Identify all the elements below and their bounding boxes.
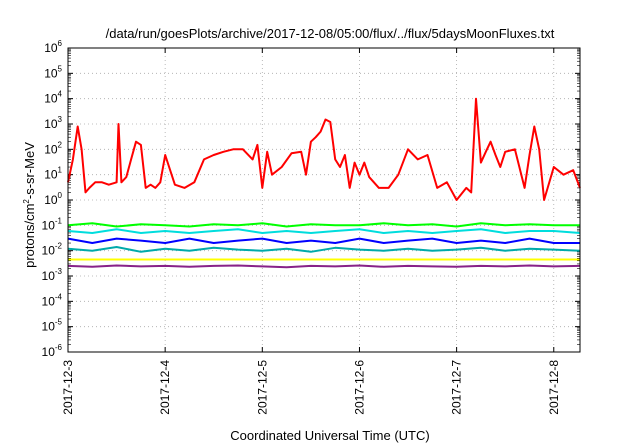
x-tick-label: 2017-12-8 [547,360,561,415]
plot-frame [67,47,581,353]
series-line-0 [67,97,581,201]
series-line-4 [67,246,581,253]
x-tick-label: 2017-12-3 [61,360,75,415]
series-line-2 [67,228,581,234]
series-line-6 [67,264,581,269]
x-tick-label: 2017-12-6 [352,360,366,415]
series-line-1 [67,222,580,228]
y-tick-label: 10-1 [42,216,63,232]
y-tick-label: 104 [44,90,62,106]
y-tick-label: 100 [44,191,62,207]
series-line-3 [67,237,580,244]
x-tick-label: 2017-12-5 [255,360,269,415]
y-tick-label: 106 [44,39,62,55]
y-tick-label: 101 [44,166,62,182]
x-axis-label: Coordinated Universal Time (UTC) [230,428,429,443]
y-tick-label: 102 [44,140,62,156]
y-tick-label: 10-3 [42,267,63,283]
x-tick-labels: 2017-12-3 2017-12-4 2017-12-5 2017-12-6 2017… [61,360,561,415]
y-tick-label: 10-5 [42,318,63,334]
series-group [67,97,581,269]
x-tick-label: 2017-12-7 [450,360,464,415]
y-tick-label: 103 [44,115,62,131]
y-axis-label: protons/cm2-s-sr-MeV [22,142,37,268]
y-tick-label: 105 [44,64,62,80]
grid [67,47,580,353]
y-tick-labels: 10-6 10-5 10-4 10-3 10-2 10-1 100 101 102 103 104 1… [42,39,63,359]
y-tick-label: 10-4 [42,292,63,308]
y-tick-label: 10-6 [42,343,63,359]
chart-title: /data/run/goesPlots/archive/2017-12-08/0… [106,26,555,41]
x-tick-label: 2017-12-4 [158,360,172,415]
y-tick-label: 10-2 [42,242,63,258]
